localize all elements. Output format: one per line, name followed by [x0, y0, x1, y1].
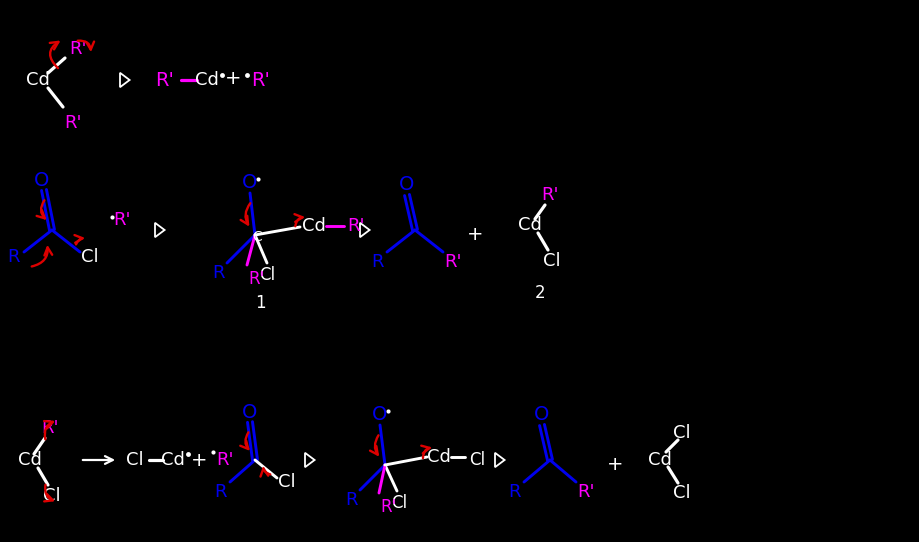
Text: 2: 2	[534, 284, 545, 302]
Text: R': R'	[41, 419, 59, 437]
Text: +: +	[190, 450, 207, 469]
Text: R': R'	[113, 211, 130, 229]
Text: Cl: Cl	[673, 484, 690, 502]
Text: R': R'	[576, 483, 594, 501]
Text: Cd: Cd	[18, 451, 42, 469]
Text: R: R	[7, 248, 20, 266]
Text: O: O	[242, 172, 257, 191]
Text: O: O	[242, 403, 257, 422]
Text: Cl: Cl	[673, 424, 690, 442]
Text: O: O	[534, 405, 549, 424]
Text: O: O	[372, 404, 387, 423]
Text: Cd: Cd	[647, 451, 671, 469]
Text: 1: 1	[255, 294, 265, 312]
Text: R': R'	[249, 270, 265, 288]
Text: R': R'	[64, 114, 82, 132]
Text: Cd: Cd	[426, 448, 450, 466]
Text: R: R	[371, 253, 384, 271]
Text: Cl: Cl	[542, 252, 561, 270]
Text: O: O	[34, 171, 50, 190]
Text: R': R'	[216, 451, 233, 469]
Text: Cd: Cd	[195, 71, 219, 89]
Text: R: R	[346, 491, 357, 509]
Text: R': R'	[251, 70, 270, 89]
Text: Cd: Cd	[161, 451, 185, 469]
Text: Cl: Cl	[278, 473, 296, 491]
Text: C: C	[252, 230, 262, 244]
Text: O: O	[399, 176, 414, 195]
Text: R: R	[212, 264, 225, 282]
Text: Cl: Cl	[258, 266, 275, 284]
Text: Cd: Cd	[301, 217, 325, 235]
Text: R': R'	[69, 40, 86, 58]
Text: Cl: Cl	[126, 451, 143, 469]
Text: Cl: Cl	[43, 487, 61, 505]
Text: Cl: Cl	[391, 494, 406, 512]
Text: R: R	[214, 483, 227, 501]
Text: Cd: Cd	[517, 216, 541, 234]
Text: R': R'	[444, 253, 461, 271]
Text: R': R'	[540, 186, 558, 204]
Text: R': R'	[380, 498, 397, 516]
Text: Cl: Cl	[469, 451, 484, 469]
Text: Cl: Cl	[81, 248, 98, 266]
Text: +: +	[466, 225, 482, 244]
Text: +: +	[224, 69, 241, 88]
Text: R': R'	[346, 217, 364, 235]
Text: R: R	[508, 483, 521, 501]
Text: +: +	[607, 455, 622, 474]
Text: Cd: Cd	[26, 71, 50, 89]
Text: R': R'	[155, 70, 175, 89]
